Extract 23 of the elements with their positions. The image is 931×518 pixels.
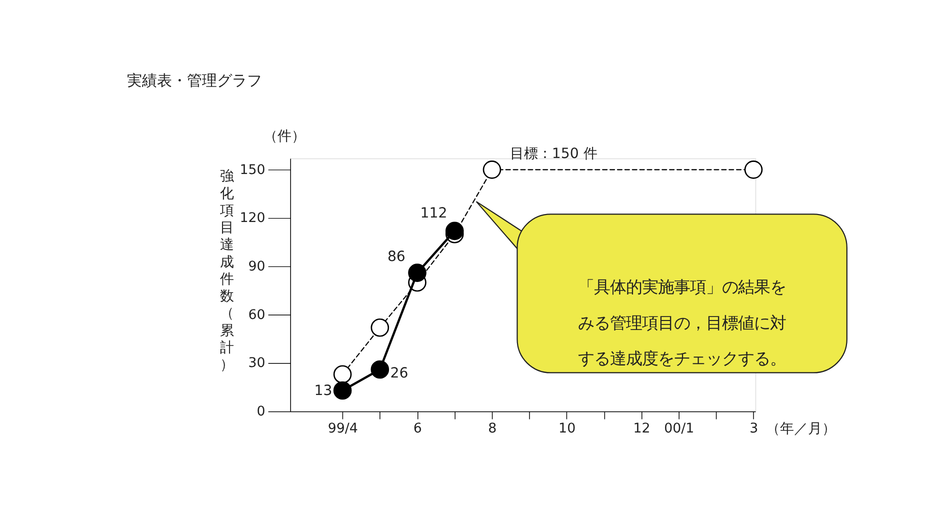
- data-label: 13: [314, 382, 332, 399]
- x-tick-label: 8: [488, 422, 497, 437]
- x-tick-label: 00/1: [664, 422, 694, 437]
- data-label: 86: [387, 248, 406, 265]
- x-tick-label: 10: [558, 422, 576, 437]
- x-axis-title: （年／月）: [766, 421, 836, 438]
- x-tick-label: 3: [750, 422, 758, 437]
- text: 強化項目達成件数（累計）: [220, 168, 234, 374]
- data-label: 112: [420, 206, 448, 222]
- y-tick-label: 120: [240, 211, 266, 226]
- text: （件）: [263, 128, 306, 145]
- y-tick-label: 90: [248, 259, 266, 274]
- x-tick-label: 99/4: [328, 422, 358, 437]
- annotation: 目標：150 件: [510, 146, 598, 162]
- y-tick-label: 150: [240, 162, 266, 178]
- annotation: 「具体的実施事項」の結果をみる管理項目の，目標値に対する達成度をチェックする。: [578, 278, 786, 368]
- x-tick-label: 6: [413, 422, 422, 437]
- y-tick-label: 30: [248, 356, 266, 372]
- data-label: 26: [390, 366, 408, 382]
- x-tick-label: 12: [633, 422, 650, 437]
- y-tick-label: 60: [248, 308, 266, 323]
- y-tick-label: 0: [256, 404, 266, 420]
- chart-title: 実績表・管理グラフ: [126, 71, 262, 90]
